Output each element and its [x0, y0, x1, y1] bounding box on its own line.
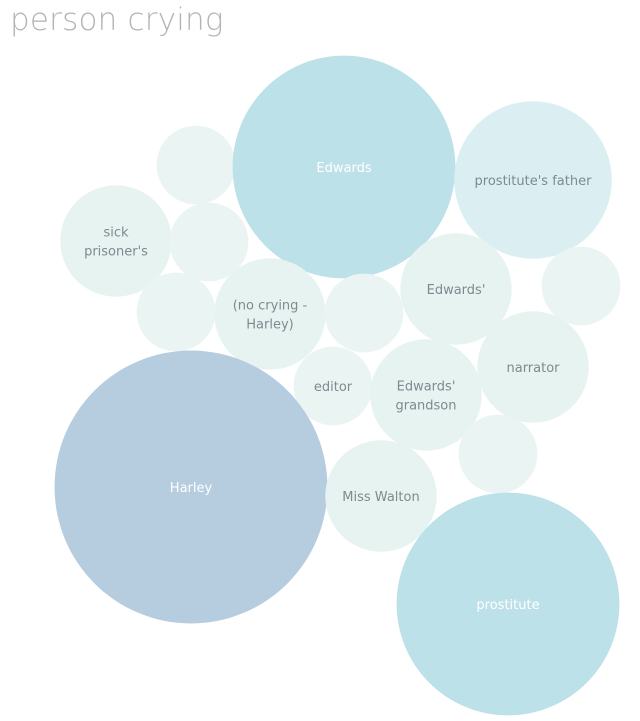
bubble-label: sick: [103, 226, 129, 241]
bubble[interactable]: [458, 414, 538, 494]
bubble-mark[interactable]: [60, 185, 172, 297]
bubble-label: Harley): [246, 318, 293, 333]
bubble[interactable]: Edwards' grandson: [370, 339, 482, 451]
bubble-label: Miss Walton: [342, 490, 419, 505]
bubble-mark[interactable]: [214, 258, 326, 370]
bubble-label: Edwards': [427, 283, 486, 298]
bubble[interactable]: [156, 125, 236, 205]
bubble-label: narrator: [506, 361, 560, 376]
bubble-mark[interactable]: [324, 273, 404, 353]
bubble[interactable]: editor: [293, 346, 373, 426]
bubble[interactable]: (no crying - Harley): [214, 258, 326, 370]
bubble-label: prisoner's: [84, 245, 148, 260]
bubble-label: prostitute's father: [475, 174, 593, 189]
bubble-mark[interactable]: [54, 350, 328, 624]
bubble[interactable]: [169, 202, 249, 282]
bubble-label: editor: [314, 380, 353, 395]
bubble[interactable]: Edwards: [232, 55, 456, 279]
bubble-mark[interactable]: [396, 492, 620, 716]
bubble-label: Edwards': [397, 380, 456, 395]
bubble-label: Edwards: [316, 161, 371, 176]
bubble-mark[interactable]: [156, 125, 236, 205]
bubble[interactable]: [541, 246, 621, 326]
bubble[interactable]: prostitute: [396, 492, 620, 716]
bubble-label: (no crying -: [233, 299, 308, 314]
bubble-mark[interactable]: [458, 414, 538, 494]
bubble-mark[interactable]: [541, 246, 621, 326]
bubble-label: prostitute: [476, 598, 539, 613]
bubble[interactable]: Harley: [54, 350, 328, 624]
bubble-mark[interactable]: [169, 202, 249, 282]
bubble[interactable]: prostitute's father: [454, 101, 612, 259]
bubble[interactable]: [324, 273, 404, 353]
bubble-label: Harley: [170, 481, 213, 496]
bubble-mark[interactable]: [400, 233, 512, 345]
bubble[interactable]: Miss Walton: [325, 440, 437, 552]
bubble-mark[interactable]: [293, 346, 373, 426]
bubble-mark[interactable]: [477, 311, 589, 423]
bubble-mark[interactable]: [370, 339, 482, 451]
bubble-label: grandson: [395, 399, 456, 414]
bubble-mark[interactable]: [136, 272, 216, 352]
bubble[interactable]: sick prisoner's: [60, 185, 172, 297]
chart-title: person crying: [10, 2, 224, 38]
bubble[interactable]: Edwards': [400, 233, 512, 345]
bubble-mark[interactable]: [454, 101, 612, 259]
bubble[interactable]: [136, 272, 216, 352]
bubble-mark[interactable]: [325, 440, 437, 552]
bubble[interactable]: narrator: [477, 311, 589, 423]
bubble-mark[interactable]: [232, 55, 456, 279]
